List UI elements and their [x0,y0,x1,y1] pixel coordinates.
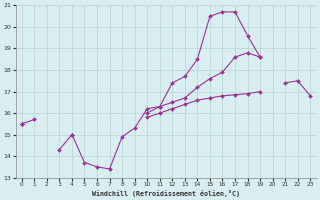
X-axis label: Windchill (Refroidissement éolien,°C): Windchill (Refroidissement éolien,°C) [92,190,240,197]
